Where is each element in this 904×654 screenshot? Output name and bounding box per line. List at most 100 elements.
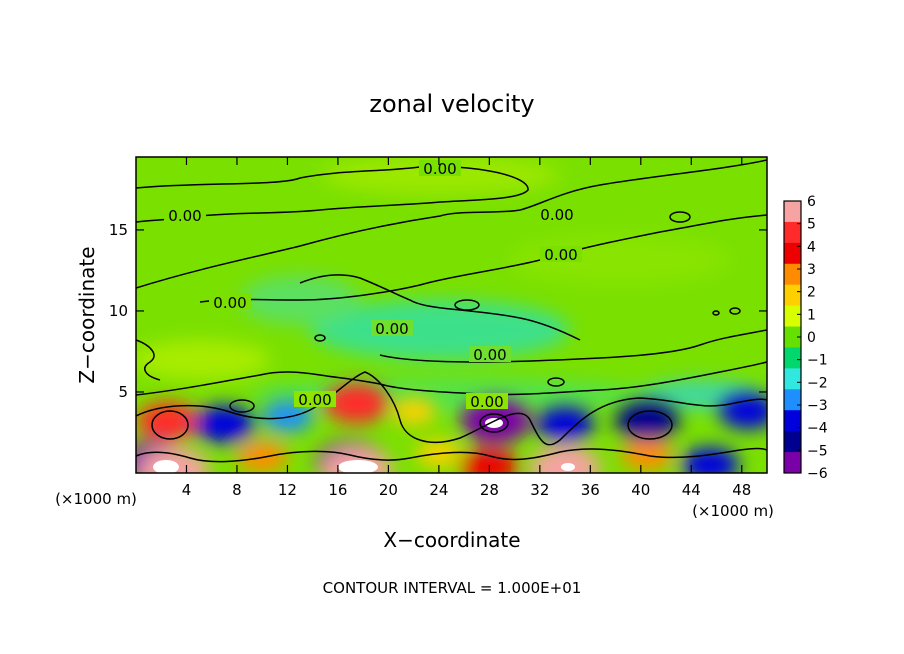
colorbar-swatch <box>784 347 801 369</box>
x-unit-label: (×1000 m) <box>692 502 774 520</box>
field-feature <box>137 402 198 441</box>
y-axis: 5 10 15 <box>109 221 767 401</box>
colorbar-swatch <box>784 326 801 348</box>
contour-loop <box>669 211 691 223</box>
colorbar-label: −6 <box>807 466 828 482</box>
field-feature <box>536 406 594 443</box>
colorbar-swatch <box>784 201 801 223</box>
colorbar-swatch <box>784 410 801 432</box>
colorbar-swatch <box>784 389 801 411</box>
colorbar-swatch <box>784 368 801 390</box>
x-tick-label: 36 <box>581 481 600 499</box>
x-tick-label: 24 <box>429 481 448 499</box>
field-feature <box>529 445 601 473</box>
contour-line <box>299 274 581 341</box>
contour-line <box>379 361 767 396</box>
x-tick-label: 12 <box>278 481 297 499</box>
colorbar-label: 3 <box>807 262 816 278</box>
contour-loop <box>547 377 565 387</box>
contour-loop <box>729 307 741 315</box>
colorbar-label: −2 <box>807 375 828 391</box>
contour-label: 0.00 <box>298 391 331 409</box>
colorbar-label: 5 <box>807 217 816 233</box>
y-unit-label: (×1000 m) <box>55 490 137 508</box>
x-tick-label: 40 <box>631 481 650 499</box>
contour-interval-note: CONTOUR INTERVAL = 1.000E+01 <box>323 579 582 597</box>
contour-labels: 0.00 0.00 0.00 0.00 0.00 0.00 0.00 0.00 … <box>164 160 582 411</box>
x-tick-label: 4 <box>182 481 192 499</box>
field-core <box>338 460 378 473</box>
x-axis-label: X−coordinate <box>383 528 520 552</box>
contour-label: 0.00 <box>540 206 573 224</box>
field-core <box>485 418 503 428</box>
colorbar-label: 4 <box>807 239 816 255</box>
x-axis: 4 8 12 16 20 24 28 32 36 40 44 48 <box>182 157 751 499</box>
contour-loop <box>151 410 189 440</box>
colorbar-swatch <box>784 305 801 328</box>
contour-line <box>136 371 767 446</box>
colorbar-label: −4 <box>807 421 828 437</box>
contour-loop <box>712 310 720 316</box>
field-feature <box>719 393 767 430</box>
chart-title: zonal velocity <box>369 90 534 118</box>
colorbar-swatch <box>784 452 801 474</box>
field-core <box>153 460 179 473</box>
colorbar-swatch <box>784 431 801 453</box>
contour-loop <box>627 410 673 440</box>
x-tick-label: 32 <box>530 481 549 499</box>
x-tick-label: 20 <box>379 481 398 499</box>
contour-loop <box>454 299 480 311</box>
colorbar-swatch <box>784 242 801 265</box>
field-feature <box>324 383 389 424</box>
contour-label: 0.00 <box>544 246 577 264</box>
colorbar-label: 2 <box>807 285 816 301</box>
contour-label: 0.00 <box>473 346 506 364</box>
field-feature <box>460 448 519 473</box>
field-feature <box>261 400 314 432</box>
y-tick-label: 10 <box>109 302 128 320</box>
colorbar-label: −5 <box>807 443 828 459</box>
contour-line <box>136 371 381 396</box>
contour-loop <box>479 413 509 433</box>
x-tick-label: 8 <box>232 481 242 499</box>
contour-label: 0.00 <box>213 294 246 312</box>
plot-frame <box>135 156 768 474</box>
y-tick-label: 15 <box>109 221 128 239</box>
colorbar-label: 0 <box>807 330 816 346</box>
y-tick-label: 5 <box>118 383 128 401</box>
contour-label: 0.00 <box>423 160 456 178</box>
colorbar-label: 1 <box>807 307 816 323</box>
contour-line <box>136 447 767 463</box>
x-tick-label: 48 <box>732 481 751 499</box>
x-tick-label: 16 <box>328 481 347 499</box>
plot-area: 0.00 0.00 0.00 0.00 0.00 0.00 0.00 0.00 … <box>135 156 768 474</box>
field-feature <box>681 447 740 473</box>
colorbar-label: −1 <box>807 353 828 369</box>
contour-line <box>136 339 161 381</box>
contour-label: 0.00 <box>470 393 503 411</box>
contour-loop <box>229 399 255 413</box>
contour-label: 0.00 <box>375 320 408 338</box>
contour-loop <box>314 334 326 342</box>
field-feature <box>615 401 680 442</box>
contour-line <box>136 165 529 223</box>
contour-line <box>136 159 767 289</box>
contour-label: 0.00 <box>168 207 201 225</box>
colorbar-swatch <box>784 221 801 244</box>
field-patch <box>136 340 270 380</box>
sharp-cores <box>153 418 575 473</box>
contour-line <box>199 214 767 303</box>
colorbar: 6 5 4 3 2 1 0 −1 −2 −3 −4 −5 −6 <box>783 194 828 482</box>
field-feature <box>391 398 437 425</box>
zero-contours <box>136 159 767 463</box>
x-tick-label: 44 <box>682 481 701 499</box>
contour-line <box>379 329 767 363</box>
colorbar-label: 6 <box>807 194 816 210</box>
colorbar-label: −3 <box>807 398 828 414</box>
x-tick-label: 28 <box>480 481 499 499</box>
field-core <box>561 463 575 471</box>
colorbar-swatch <box>784 263 801 286</box>
colorbar-swatch <box>784 284 801 307</box>
y-axis-label: Z−coordinate <box>75 246 99 383</box>
